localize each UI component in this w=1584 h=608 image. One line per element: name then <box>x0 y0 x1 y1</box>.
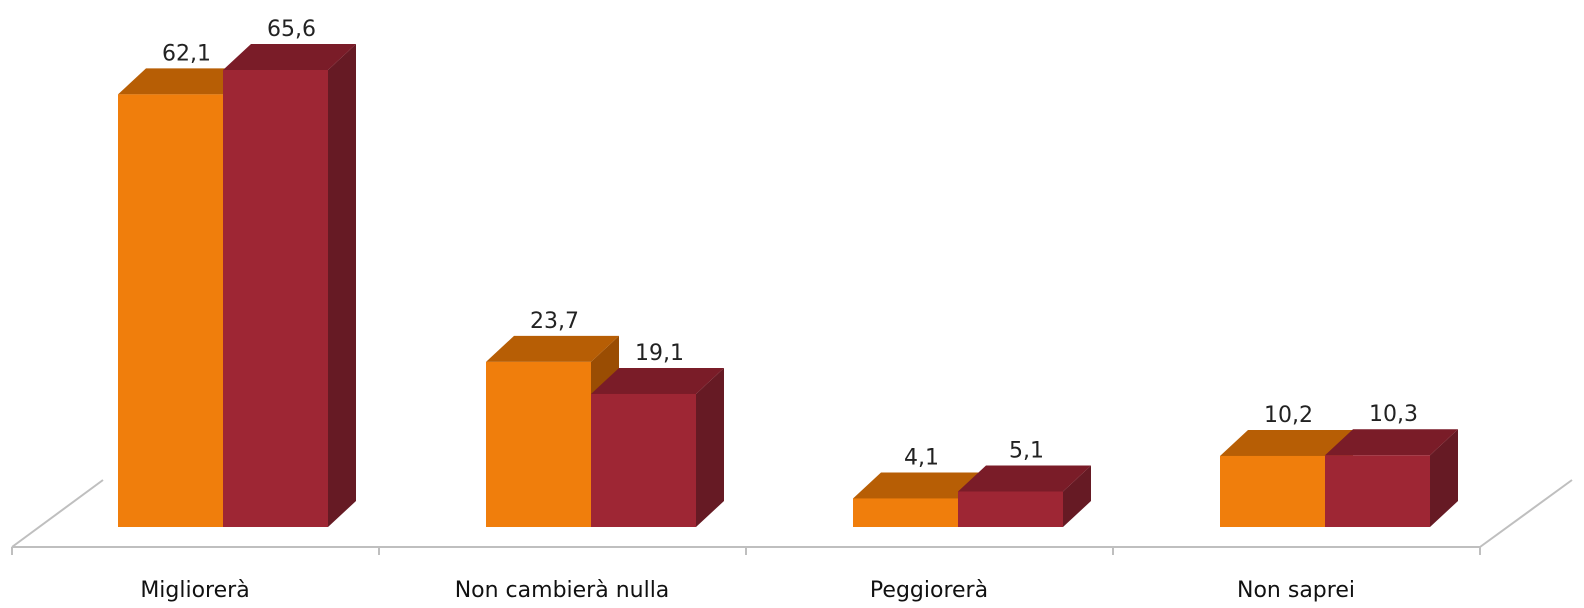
bar-4-series-2 <box>1325 429 1458 527</box>
bar-front-face <box>1325 455 1430 527</box>
data-label: 5,1 <box>1009 438 1044 463</box>
data-label: 10,3 <box>1369 402 1418 427</box>
data-label: 65,6 <box>267 17 316 42</box>
category-label: Non saprei <box>1237 578 1355 603</box>
bar-front-face <box>486 361 591 527</box>
bar-top-face <box>591 367 724 394</box>
category-label: Non cambierà nulla <box>455 578 670 603</box>
bar-top-face <box>958 465 1091 492</box>
category-label: Migliorerà <box>140 578 249 603</box>
bar-side-face <box>696 367 724 527</box>
bar-front-face <box>1220 455 1325 527</box>
data-label: 4,1 <box>904 445 939 470</box>
bar-top-face <box>1325 429 1458 456</box>
bar-side-face <box>1430 429 1458 527</box>
bar-front-face <box>591 393 696 527</box>
floor-back-right-edge <box>1479 479 1573 548</box>
bars-group <box>118 44 1458 527</box>
floor-back-left-edge <box>11 479 104 548</box>
bar-2-series-2 <box>591 367 724 527</box>
data-label: 19,1 <box>635 341 684 366</box>
bar-front-face <box>853 498 958 527</box>
data-label: 10,2 <box>1264 403 1313 428</box>
data-label: 23,7 <box>530 309 579 334</box>
bar-top-face <box>118 68 251 95</box>
bar-front-face <box>223 70 328 527</box>
chart-floor <box>11 479 1573 555</box>
category-label: Peggiorerà <box>870 578 988 603</box>
bar-front-face <box>958 491 1063 527</box>
bar-side-face <box>1063 465 1091 527</box>
bar-top-face <box>853 472 986 499</box>
category-labels-group: Migliorerà Non cambierà nulla Peggiorerà No… <box>140 578 1355 603</box>
bar-front-face <box>118 94 223 527</box>
bar-top-face <box>223 44 356 70</box>
bar-top-face <box>1220 429 1353 456</box>
bar-1-series-2 <box>223 44 356 527</box>
data-labels-group: 62,1 65,6 23,7 19,1 4,1 5,1 10,2 10,3 <box>162 17 1418 470</box>
data-label: 62,1 <box>162 41 211 66</box>
bar-3-series-2 <box>958 465 1091 527</box>
bar-side-face <box>328 44 356 527</box>
bar-top-face <box>486 335 619 362</box>
